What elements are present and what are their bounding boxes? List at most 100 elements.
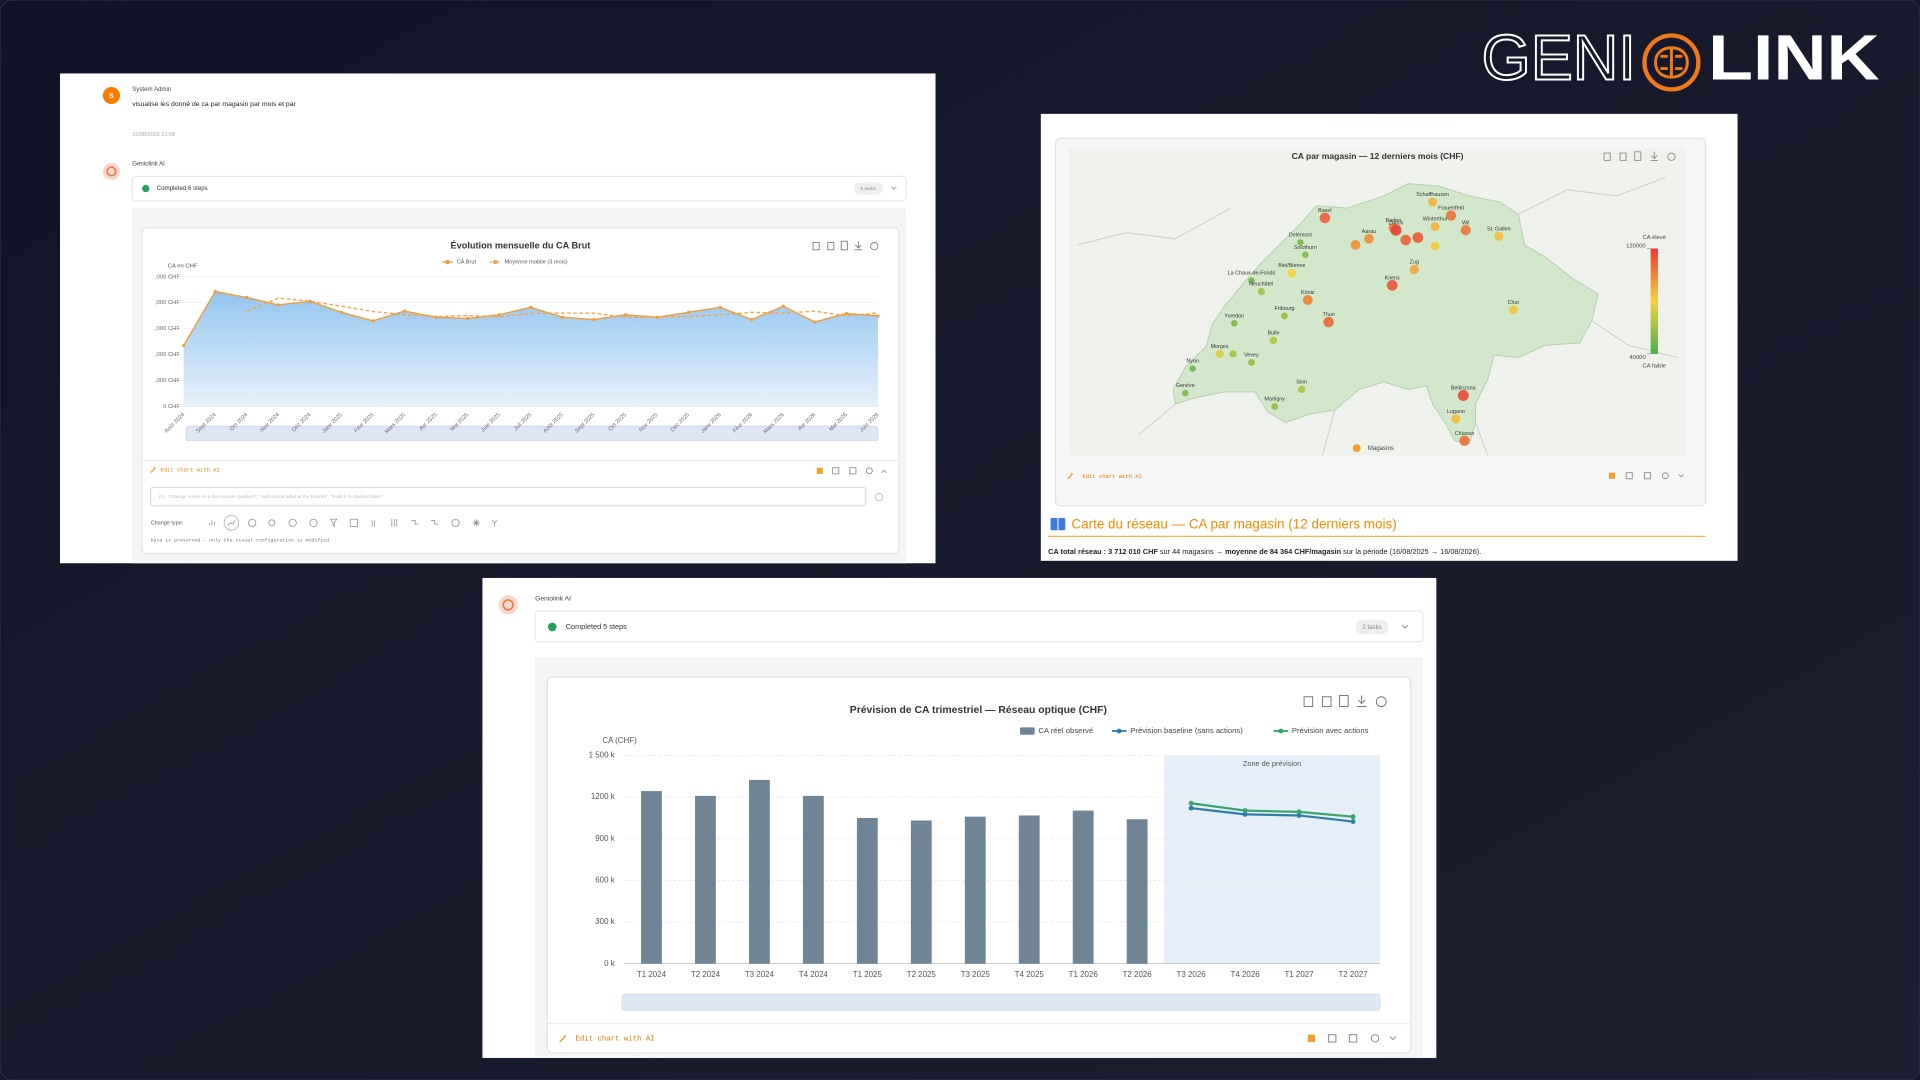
tool-icon[interactable] — [1619, 152, 1627, 161]
country-shape — [1172, 183, 1599, 444]
icon[interactable] — [1348, 1034, 1358, 1043]
icon[interactable] — [371, 520, 376, 527]
legend-dot — [493, 259, 498, 265]
tool-icon[interactable] — [1375, 696, 1387, 708]
store-marker — [1445, 210, 1457, 221]
series-line — [246, 297, 879, 318]
data-point — [245, 295, 249, 300]
store-marker — [1412, 232, 1424, 243]
store-marker — [1509, 305, 1518, 315]
tool-icon[interactable] — [1634, 151, 1642, 161]
chart-toolbar[interactable] — [1303, 695, 1387, 708]
summary-part: sur 44 magasins → — [1158, 547, 1225, 556]
icon[interactable] — [451, 518, 460, 527]
icon[interactable] — [288, 518, 297, 527]
data-point — [844, 311, 848, 316]
store-label: Wil — [1462, 220, 1469, 226]
y-tick-label: 600 k — [595, 876, 614, 885]
store-marker — [1364, 233, 1374, 244]
footer-icons[interactable] — [1307, 1034, 1397, 1043]
tool-icon[interactable] — [1339, 695, 1349, 708]
store-marker — [1457, 390, 1469, 402]
x-tick-label: T1 2024 — [637, 970, 667, 979]
zoom-slider[interactable] — [185, 425, 879, 442]
icon[interactable] — [349, 518, 358, 527]
send-icon[interactable] — [875, 493, 884, 502]
status-check — [547, 622, 557, 632]
footer-icons[interactable] — [1608, 472, 1684, 480]
icon[interactable] — [248, 518, 257, 527]
data-point — [1350, 814, 1356, 820]
data-point — [813, 320, 817, 324]
chevron[interactable] — [891, 186, 897, 190]
tool-icon[interactable] — [827, 242, 835, 251]
chart-title: Évolution mensuelle du CA Brut — [451, 241, 591, 251]
tool-icon[interactable] — [1321, 696, 1332, 708]
tool-icon[interactable] — [854, 241, 863, 251]
icon[interactable] — [866, 467, 873, 475]
chart-title: CA par magasin — 12 derniers mois (CHF) — [1292, 151, 1464, 161]
series-line — [1190, 807, 1354, 823]
tool-icon[interactable] — [1667, 152, 1676, 161]
zoom-slider[interactable] — [621, 993, 1381, 1011]
icon[interactable] — [1389, 1036, 1397, 1041]
icon[interactable] — [391, 519, 398, 527]
icon[interactable] — [1661, 472, 1669, 480]
footer-icons[interactable] — [816, 467, 887, 475]
tool-icon[interactable] — [812, 242, 820, 251]
chevron[interactable] — [1401, 624, 1409, 629]
data-point — [592, 317, 596, 322]
chart-type-icons[interactable] — [208, 515, 498, 531]
bar — [748, 779, 770, 964]
store-marker — [1215, 349, 1224, 358]
icon[interactable] — [832, 467, 840, 475]
icon[interactable] — [491, 520, 498, 527]
icon[interactable] — [227, 520, 236, 526]
data-point — [529, 305, 533, 309]
tool-icon[interactable] — [1303, 696, 1314, 708]
status-bar[interactable] — [131, 175, 907, 202]
icon[interactable] — [1608, 472, 1616, 479]
tasks-count: 6 tasks — [860, 186, 876, 192]
store-marker — [1297, 239, 1304, 246]
icon[interactable] — [1644, 472, 1652, 480]
data-point — [339, 310, 344, 314]
prompt-input[interactable] — [150, 486, 867, 507]
tool-icon[interactable] — [1650, 151, 1658, 161]
icon[interactable] — [411, 520, 419, 525]
status-text: Completed 5 steps — [566, 622, 627, 631]
tool-icon[interactable] — [1603, 152, 1611, 161]
icon[interactable] — [816, 467, 823, 474]
icon[interactable] — [1625, 472, 1633, 480]
ai-avatar-icon — [502, 599, 514, 611]
icon[interactable] — [849, 467, 857, 475]
icon[interactable] — [472, 519, 480, 527]
icon[interactable] — [431, 520, 439, 525]
status-bar[interactable] — [534, 610, 1424, 643]
icon[interactable] — [1328, 1034, 1337, 1043]
store-label: Delémont — [1289, 233, 1313, 239]
icon[interactable] — [329, 518, 338, 528]
y-tick-label: 900 k — [595, 834, 614, 843]
chart-toolbar[interactable] — [812, 240, 879, 251]
icon[interactable] — [309, 518, 318, 527]
store-label: Chiasso — [1455, 431, 1474, 437]
edit-label[interactable]: Edit chart with AI — [160, 467, 219, 474]
icon[interactable] — [209, 520, 215, 526]
icon[interactable] — [1678, 474, 1684, 478]
icon[interactable] — [881, 469, 887, 473]
icon[interactable] — [268, 519, 276, 527]
chart-toolbar[interactable] — [1603, 151, 1676, 161]
edit-label[interactable]: Edit chart with AI — [1082, 473, 1141, 480]
icon[interactable] — [1370, 1034, 1380, 1043]
icon-selected[interactable] — [223, 515, 240, 531]
tool-icon[interactable] — [870, 242, 879, 251]
edit-label[interactable]: Edit chart with AI — [576, 1035, 655, 1043]
legend-label: CA réel observé — [1038, 726, 1093, 735]
icon[interactable] — [1307, 1034, 1316, 1043]
colorbar-low-label: CA faible — [1643, 364, 1666, 370]
tool-icon[interactable] — [840, 240, 848, 251]
change-type-label: Change type: — [151, 520, 184, 526]
tool-icon[interactable] — [1356, 695, 1367, 708]
